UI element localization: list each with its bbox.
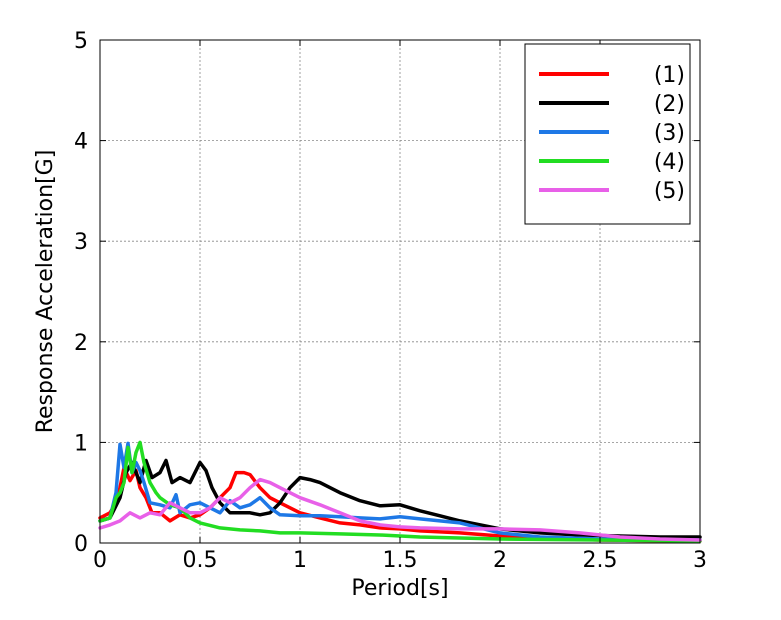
x-tick-label: 1 (293, 548, 307, 573)
y-tick-label: 0 (74, 532, 88, 557)
legend-label-4: (4) (654, 150, 685, 175)
legend-label-3: (3) (654, 121, 685, 146)
x-axis-ticks: 0 0.5 1 1.5 2 2.5 3 (93, 40, 707, 573)
legend-label-1: (1) (654, 63, 685, 88)
y-tick-label: 5 (74, 29, 88, 54)
x-tick-label: 2.5 (583, 548, 618, 573)
y-tick-label: 1 (74, 431, 88, 456)
x-tick-label: 1.5 (383, 548, 418, 573)
series-line-2 (98, 458, 702, 539)
x-tick-label: 2 (493, 548, 507, 573)
x-tick-label: 0 (93, 548, 107, 573)
y-tick-label: 4 (74, 130, 88, 155)
legend-label-2: (2) (654, 92, 685, 117)
y-axis-label: Response Acceleration[G] (33, 150, 58, 434)
x-tick-label: 3 (693, 548, 707, 573)
x-axis-label: Period[s] (351, 576, 448, 601)
legend: (1) (2) (3) (4) (5) (524, 43, 691, 225)
legend-label-5: (5) (654, 179, 685, 204)
y-tick-label: 3 (74, 230, 88, 255)
y-axis-ticks: 0 1 2 3 4 5 (74, 29, 700, 557)
x-tick-label: 0.5 (183, 548, 218, 573)
y-tick-label: 2 (74, 331, 88, 356)
series-lines (98, 440, 702, 543)
series-line-5 (98, 477, 702, 542)
